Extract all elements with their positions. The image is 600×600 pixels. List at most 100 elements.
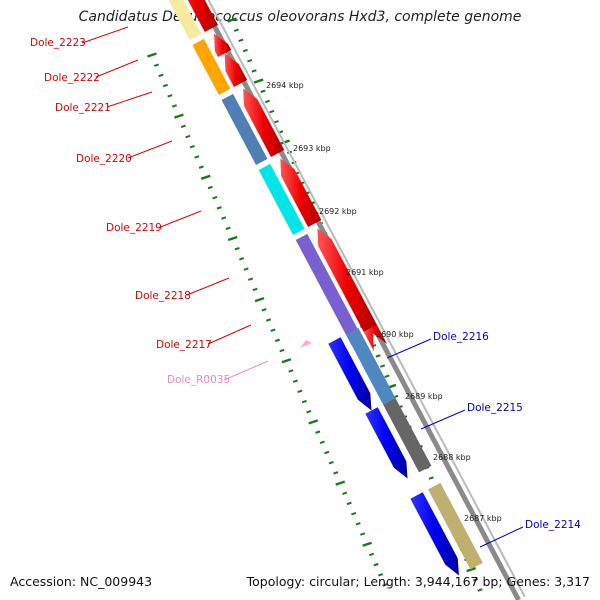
tick-mark — [333, 471, 339, 475]
tick-mark — [380, 364, 386, 368]
tick-mark — [346, 501, 352, 506]
leader-line — [186, 277, 230, 296]
leader-line — [223, 360, 269, 381]
tick-mark — [171, 104, 177, 108]
tick-mark — [281, 358, 292, 364]
tick-mark — [292, 379, 298, 383]
tick-mark — [147, 52, 157, 58]
leader-line — [95, 59, 139, 78]
gene-label[interactable]: Dole_2221 — [55, 102, 111, 114]
leader-line — [386, 338, 432, 359]
backbone-line — [207, 0, 526, 598]
tick-mark — [254, 296, 265, 303]
tick-mark — [288, 369, 294, 373]
gene-arrow — [187, 0, 219, 33]
gene-arrow — [365, 407, 408, 479]
tick-mark — [207, 185, 213, 190]
leader-line — [157, 210, 202, 229]
tick-mark — [319, 440, 325, 445]
tick-mark — [477, 588, 483, 592]
tick-mark — [368, 552, 375, 557]
kbp-tick-label: 2687 kbp — [464, 514, 502, 523]
gene-label[interactable]: Dole_R0035 — [167, 374, 230, 386]
tick-mark — [342, 491, 348, 495]
tick-mark — [233, 28, 239, 32]
kbp-tick-label: 2693 kbp — [293, 144, 331, 153]
tick-mark — [216, 206, 222, 210]
kbp-tick-label: 2688 kbp — [433, 453, 471, 462]
gene-track-bar — [168, 0, 202, 40]
tick-mark — [473, 578, 479, 582]
tick-mark — [264, 99, 270, 104]
tick-mark — [167, 94, 173, 98]
gene-label[interactable]: Dole_2215 — [467, 402, 523, 414]
tick-mark — [238, 38, 244, 43]
gene-label[interactable]: Dole_2218 — [135, 290, 191, 302]
gene-arrow — [363, 325, 388, 352]
tick-mark — [227, 235, 238, 242]
tick-mark — [239, 257, 245, 261]
kbp-tick-label: 2691 kbp — [346, 268, 384, 277]
tick-mark — [242, 48, 248, 53]
tick-mark — [382, 583, 388, 587]
kbp-tick-label: 2690 kbp — [376, 330, 414, 339]
leader-line — [479, 526, 524, 548]
gene-label[interactable]: Dole_2216 — [433, 331, 489, 343]
kbp-tick-label: 2694 kbp — [266, 81, 304, 90]
gene-label[interactable]: Dole_2219 — [106, 222, 162, 234]
tick-mark — [261, 308, 267, 312]
tick-mark — [260, 89, 266, 93]
tick-mark — [225, 226, 231, 230]
gene-track-bar — [258, 163, 305, 235]
gene-label[interactable]: Dole_2223 — [30, 37, 86, 49]
tick-mark — [248, 277, 254, 281]
gene-arrow — [410, 492, 459, 576]
tick-mark — [212, 195, 218, 200]
gene-track-layer — [168, 0, 483, 570]
tick-mark — [360, 532, 366, 536]
tick-mark — [194, 155, 200, 159]
tick-mark — [328, 460, 334, 465]
tick-mark — [251, 69, 257, 73]
tick-mark — [308, 419, 319, 425]
tick-mark — [375, 354, 381, 358]
tick-mark — [243, 267, 249, 271]
gene-label[interactable]: Dole_2220 — [76, 153, 132, 165]
topology-text: Topology: circular; Length: 3,944,167 bp… — [246, 574, 590, 589]
tick-mark — [162, 83, 169, 88]
gene-arrow-layer — [187, 0, 459, 576]
tick-mark — [384, 374, 390, 378]
leader-line — [207, 324, 252, 345]
tick-mark — [198, 165, 204, 169]
gene-track-bar — [345, 327, 396, 405]
gene-arrow — [317, 228, 378, 333]
leader-line — [127, 140, 173, 159]
tick-mark — [377, 573, 384, 577]
gene-track-bar — [203, 58, 231, 95]
gene-arrow — [243, 88, 285, 158]
tick-layer — [147, 17, 483, 592]
kbp-label-layer: 2694 kbp 2693 kbp 2692 kbp 2691 kbp 2690 kbp… — [266, 81, 502, 523]
tick-mark — [373, 562, 379, 567]
tick-mark — [355, 522, 361, 526]
gene-track-bar — [428, 482, 483, 570]
tick-mark — [200, 174, 211, 180]
tick-mark — [428, 476, 434, 480]
tick-mark — [265, 318, 272, 322]
tick-mark — [153, 63, 160, 67]
gene-label[interactable]: Dole_2214 — [525, 519, 581, 531]
gene-arrow — [280, 158, 322, 228]
leader-line — [420, 409, 466, 430]
tick-mark — [234, 246, 240, 251]
tick-mark — [158, 73, 164, 78]
tick-mark — [279, 348, 285, 353]
gene-label[interactable]: Dole_2217 — [156, 339, 212, 351]
tick-mark — [252, 287, 258, 292]
tick-mark — [306, 410, 312, 414]
gene-label[interactable]: Dole_2222 — [44, 72, 100, 84]
tick-mark — [335, 480, 346, 486]
rna-marker — [300, 340, 312, 348]
tick-mark — [227, 17, 237, 23]
gene-track-bar — [192, 38, 215, 65]
